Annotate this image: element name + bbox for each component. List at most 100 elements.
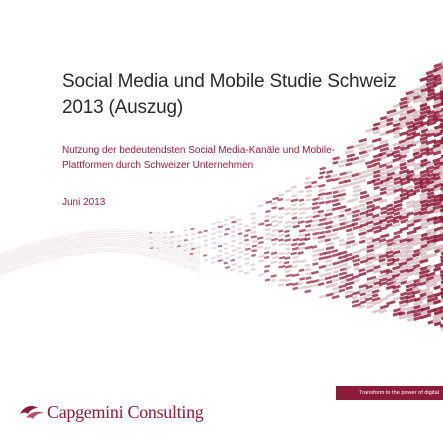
wave-dash [237, 232, 243, 236]
wave-dash [244, 257, 250, 261]
wave-dash [177, 240, 181, 243]
wave-dash [325, 229, 332, 234]
wave-dash [425, 138, 437, 146]
wave-dash [419, 291, 428, 298]
wave-dash [406, 116, 416, 122]
wave-dash [427, 168, 435, 175]
wave-dash [439, 196, 443, 202]
wave-dash [352, 225, 362, 231]
wave-dash [366, 203, 376, 209]
wave-dash [366, 220, 374, 225]
wave-dash [406, 267, 417, 273]
wave-dash [406, 203, 416, 209]
wave-dash [243, 234, 249, 237]
wave-dash [420, 224, 429, 231]
wave-dash [297, 242, 306, 246]
wave-dash [251, 249, 258, 253]
wave-dash [433, 131, 443, 138]
wave-dash [237, 269, 243, 273]
wave-dash [325, 271, 332, 276]
wave-dash [216, 220, 222, 224]
wave-dash [392, 122, 401, 128]
wave-dash [399, 237, 411, 244]
wave-dash [325, 241, 335, 247]
wave-dash [373, 265, 381, 270]
company-name: Capgemini Consulting [47, 401, 204, 422]
wave-dash [264, 264, 271, 269]
wave-dash [433, 266, 442, 273]
wave-dash [230, 235, 236, 238]
wave-dash [439, 242, 443, 249]
wave-dash [439, 84, 443, 91]
wave-dash [344, 219, 354, 225]
wave-dash [400, 280, 408, 286]
wave-dash [392, 307, 402, 313]
wave-dash [386, 292, 396, 298]
wave-dash [176, 245, 181, 248]
wave-dash [419, 76, 428, 82]
wave-dash [326, 178, 334, 183]
wave-dash [378, 214, 388, 220]
wave-dash [278, 233, 285, 238]
wave-dash [224, 232, 229, 236]
wave-dash [290, 198, 299, 203]
wave-strand [0, 243, 201, 268]
wave-dash [191, 237, 195, 240]
tagline-text: Transform to the power of digital [358, 390, 439, 396]
wave-dash [319, 166, 326, 171]
wave-dash [413, 210, 422, 216]
wave-dash [371, 296, 381, 302]
wave-dash [385, 284, 396, 290]
wave-dash [358, 271, 367, 277]
wave-dash [196, 246, 201, 249]
wave-dash [299, 237, 307, 242]
wave-dash [425, 282, 438, 289]
wave-dash [339, 159, 347, 164]
wave-dash [406, 222, 415, 228]
wave-dash [332, 290, 341, 295]
wave-dash [386, 280, 397, 286]
wave-dash [439, 253, 443, 260]
wave-dash [305, 271, 313, 276]
wave-dash [386, 171, 396, 177]
wave-dash [351, 213, 360, 218]
wave-dash [278, 229, 284, 233]
wave-dash [338, 271, 348, 277]
wave-dash [412, 91, 421, 97]
wave-dash [292, 255, 299, 260]
wave-dash [324, 254, 333, 260]
wave-dash [204, 258, 209, 262]
wave-dash [346, 235, 356, 241]
wave-dash [378, 198, 388, 204]
wave-dash [150, 247, 154, 250]
wave-dash [270, 233, 276, 237]
wave-dash [372, 252, 383, 258]
wave-dash [183, 244, 188, 247]
wave-dash [324, 250, 332, 255]
wave-dash [392, 157, 402, 163]
wave-dash [440, 203, 443, 209]
wave-dash [304, 289, 312, 294]
wave-dash [304, 184, 312, 189]
wave-dash [426, 180, 435, 186]
wave-dash [326, 169, 334, 175]
wave-dash [338, 184, 347, 189]
wave-dash [372, 213, 380, 219]
wave-dash [386, 108, 397, 115]
wave-dash [439, 170, 443, 177]
wave-dash [317, 235, 326, 240]
wave-dash [412, 286, 420, 292]
wave-dash [319, 170, 326, 175]
wave-dash [305, 193, 312, 198]
wave-dash [278, 278, 286, 283]
wave-dash [406, 309, 415, 315]
wave-dash [398, 139, 407, 145]
wave-dash [379, 175, 388, 180]
wave-dash [432, 171, 443, 178]
wave-dash [351, 156, 360, 161]
wave-dash [331, 294, 340, 300]
wave-dash [250, 235, 257, 239]
wave-dash [263, 269, 270, 273]
wave-dash [332, 202, 341, 207]
wave-dash [379, 296, 389, 302]
